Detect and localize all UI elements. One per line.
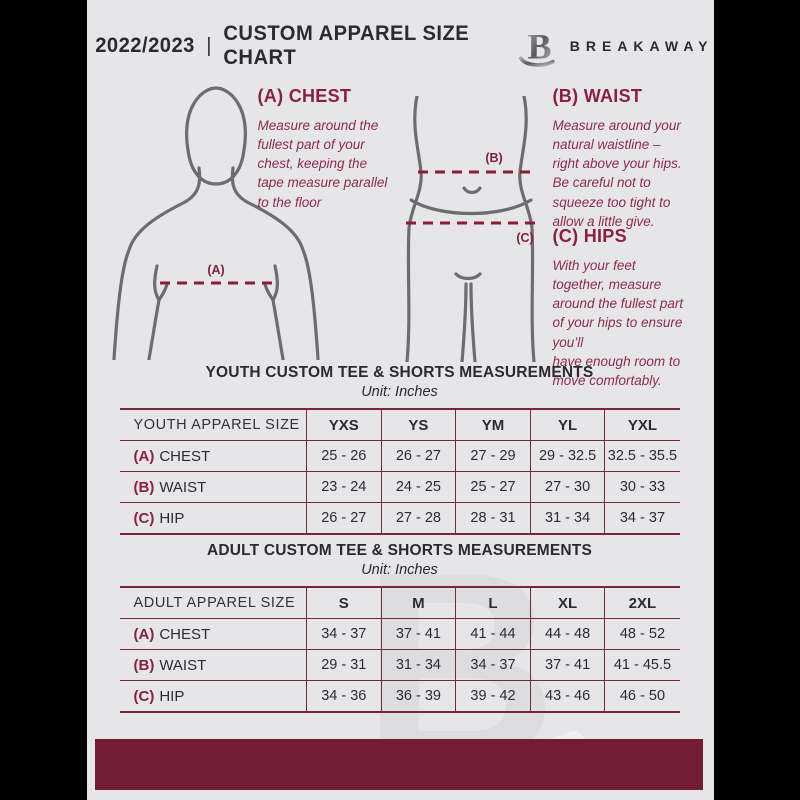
svg-text:B: B [527, 26, 551, 66]
waist-line-label: (B) [485, 151, 502, 165]
table-row: (A) CHEST 34 - 37 37 - 41 41 - 44 44 - 48… [119, 618, 680, 650]
cell: 23 - 24 [306, 471, 382, 503]
page-title: 2022/2023 | CUSTOM APPAREL SIZE CHART [95, 22, 490, 70]
cell: 29 - 31 [306, 649, 382, 681]
row-label: HIP [159, 687, 185, 705]
cell: 37 - 41 [380, 618, 456, 650]
footer-accent-bar [94, 739, 703, 790]
row-label: WAIST [159, 478, 207, 496]
table-row: (A) CHEST 25 - 26 26 - 27 27 - 29 29 - 32… [119, 440, 680, 472]
cell: 34 - 37 [306, 618, 382, 650]
chest-instruction-body: Measure around the fullest part of your … [257, 118, 388, 210]
cell: 34 - 37 [455, 649, 531, 681]
table-row: (C) HIP 34 - 36 36 - 39 39 - 42 43 - 46 4… [120, 680, 680, 712]
waist-instruction-body: Measure around your natural waistline – … [552, 118, 682, 229]
waist-instruction-heading: (B) WAIST [552, 86, 643, 106]
youth-unit-label: Unit: Inches [361, 384, 438, 400]
table-header-row: ADULT APPAREL SIZE S M L XL 2XL [119, 587, 680, 619]
size-col-header: YS [380, 409, 456, 441]
hips-instruction: (C) HIPS With your feet together, measur… [553, 226, 714, 390]
hips-line-label: (C) [516, 231, 533, 245]
size-col-header: YL [529, 409, 605, 441]
cell: 36 - 39 [380, 680, 456, 712]
row-prefix: (C) [133, 509, 155, 527]
adult-size-header: ADULT APPAREL SIZE [119, 587, 307, 619]
row-prefix: (B) [133, 656, 155, 674]
torso-chest-diagram: (A) [111, 86, 320, 360]
cell: 37 - 41 [529, 649, 605, 681]
adult-size-table: ADULT APPAREL SIZE S M L XL 2XL (A) CHEST… [119, 586, 680, 713]
adult-unit-label: Unit: Inches [361, 562, 438, 578]
cell: 31 - 34 [529, 502, 605, 534]
cell: 43 - 46 [529, 680, 605, 712]
table-row: (B) WAIST 23 - 24 24 - 25 25 - 27 27 - 30… [119, 471, 680, 503]
cell: 46 - 50 [604, 680, 680, 712]
cell: 39 - 42 [455, 680, 531, 712]
size-col-header: YM [455, 409, 531, 441]
youth-size-table: YOUTH APPAREL SIZE YXS YS YM YL YXL (A) C… [119, 408, 680, 535]
cell: 48 - 52 [604, 618, 680, 650]
cell: 25 - 27 [455, 471, 531, 503]
hips-instruction-body: With your feet together, measure around … [552, 258, 684, 388]
size-col-header: L [455, 587, 531, 619]
brand-block: B BREAKAWAY [516, 23, 714, 69]
cell: 44 - 48 [529, 618, 605, 650]
size-col-header: XL [529, 587, 605, 619]
cell: 32.5 - 35.5 [604, 440, 680, 472]
cell: 27 - 29 [455, 440, 531, 472]
title-separator: | [205, 34, 212, 57]
cell: 26 - 27 [380, 440, 456, 472]
row-prefix: (B) [133, 478, 155, 496]
waist-instruction: (B) WAIST Measure around your natural wa… [553, 86, 714, 231]
title-text: CUSTOM APPAREL SIZE CHART [222, 22, 469, 69]
size-col-header: S [306, 587, 382, 619]
adult-table-title: ADULT CUSTOM TEE & SHORTS MEASUREMENTS [206, 542, 593, 559]
youth-table-title: YOUTH CUSTOM TEE & SHORTS MEASUREMENTS [205, 364, 594, 381]
cell: 29 - 32.5 [529, 440, 605, 472]
youth-measurements-section: YOUTH CUSTOM TEE & SHORTS MEASUREMENTS U… [119, 364, 680, 535]
cell: 41 - 44 [455, 618, 531, 650]
brand-name: BREAKAWAY [569, 38, 714, 54]
table-row: (B) WAIST 29 - 31 31 - 34 34 - 37 37 - 41… [119, 649, 680, 681]
row-label: HIP [159, 509, 185, 527]
cell: 34 - 36 [306, 680, 382, 712]
table-row: (C) HIP 26 - 27 27 - 28 28 - 31 31 - 34 3… [120, 502, 680, 534]
cell: 24 - 25 [380, 471, 456, 503]
size-col-header: M [380, 587, 456, 619]
breakaway-logo-icon: B [518, 26, 555, 67]
size-col-header: YXL [604, 409, 680, 441]
cell: 27 - 30 [529, 471, 605, 503]
header: 2022/2023 | CUSTOM APPAREL SIZE CHART B … [87, 22, 714, 70]
adult-measurements-section: ADULT CUSTOM TEE & SHORTS MEASUREMENTS U… [119, 542, 680, 713]
waist-hips-diagram: (B) (C) [404, 96, 542, 362]
cell: 34 - 37 [604, 502, 680, 534]
row-prefix: (A) [133, 625, 155, 643]
row-label: WAIST [159, 656, 207, 674]
chest-instruction: (A) CHEST Measure around the fullest par… [258, 86, 414, 212]
size-col-header: 2XL [604, 587, 680, 619]
cell: 26 - 27 [306, 502, 382, 534]
cell: 28 - 31 [455, 502, 531, 534]
season-label: 2022/2023 [94, 34, 195, 57]
cell: 25 - 26 [306, 440, 382, 472]
cell: 31 - 34 [380, 649, 456, 681]
row-prefix: (C) [133, 687, 155, 705]
row-prefix: (A) [133, 447, 155, 465]
hips-instruction-heading: (C) HIPS [552, 226, 627, 246]
measuring-diagrams-section: (A) (B) (C) (A) CHEST Measure around the… [87, 0, 714, 388]
table-header-row: YOUTH APPAREL SIZE YXS YS YM YL YXL [119, 409, 680, 441]
cell: 30 - 33 [604, 471, 680, 503]
youth-size-header: YOUTH APPAREL SIZE [119, 409, 307, 441]
size-chart-page: B 2022/2023 | CUSTOM APPAREL SIZE CHART … [86, 0, 714, 800]
row-label: CHEST [159, 625, 211, 643]
chest-instruction-heading: (A) CHEST [257, 86, 352, 106]
row-label: CHEST [159, 447, 211, 465]
cell: 27 - 28 [380, 502, 456, 534]
size-col-header: YXS [306, 409, 382, 441]
chest-line-label: (A) [207, 263, 224, 277]
cell: 41 - 45.5 [604, 649, 680, 681]
